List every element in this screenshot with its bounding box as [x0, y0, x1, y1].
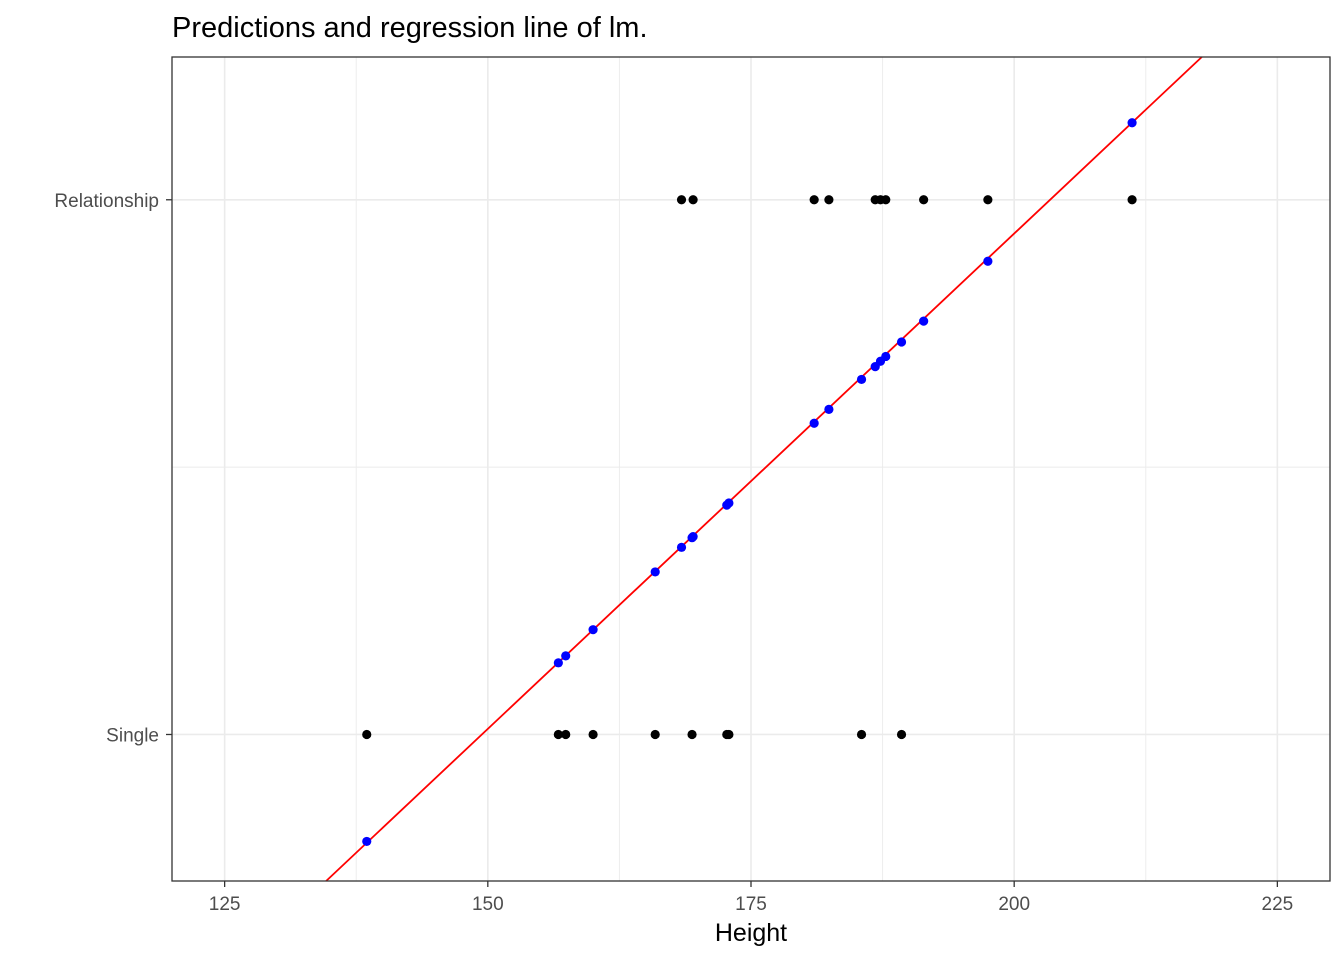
predicted-point — [724, 498, 734, 508]
chart-title: Predictions and regression line of lm. — [172, 12, 648, 44]
observed-point — [824, 195, 834, 205]
predicted-point — [676, 542, 687, 552]
predicted-point — [1127, 118, 1137, 128]
observed-point — [896, 729, 907, 740]
observed-point — [881, 195, 891, 205]
observed-point — [919, 195, 929, 205]
grid-lines — [172, 57, 1330, 881]
observed-point — [1127, 195, 1137, 205]
observed-point — [687, 729, 697, 740]
observed-point — [809, 195, 819, 205]
x-tick-label: 175 — [735, 894, 767, 915]
y-tick-label: Single — [106, 725, 159, 746]
predicted-point — [362, 836, 372, 847]
predicted-points — [362, 118, 1137, 847]
x-axis-ticks: 125 150 175 200 225 — [209, 881, 1293, 915]
observed-point — [688, 195, 698, 205]
x-tick-label: 150 — [472, 894, 504, 915]
regression-line — [325, 56, 1203, 882]
observed-point — [856, 729, 867, 740]
predicted-point — [588, 625, 598, 635]
predicted-point — [824, 404, 834, 414]
observed-point — [724, 729, 734, 740]
predicted-point — [881, 351, 891, 362]
x-axis-title: Height — [715, 919, 787, 947]
predicted-point — [983, 256, 993, 266]
y-tick-label: Relationship — [54, 191, 159, 212]
predicted-point — [856, 374, 867, 385]
predicted-point — [561, 651, 571, 661]
y-axis-ticks: Single Relationship — [54, 191, 172, 746]
predicted-point — [919, 316, 929, 326]
predicted-point — [809, 418, 819, 428]
predicted-point — [650, 567, 660, 577]
observed-point — [553, 729, 563, 740]
predicted-point — [688, 532, 698, 542]
observed-point — [650, 729, 660, 740]
observed-points — [362, 195, 1137, 740]
predicted-point — [553, 658, 563, 668]
observed-point — [983, 195, 993, 205]
x-tick-label: 200 — [998, 894, 1030, 915]
x-tick-label: 125 — [209, 894, 241, 915]
x-tick-label: 225 — [1262, 894, 1294, 915]
predicted-point — [896, 337, 907, 347]
observed-point — [588, 729, 598, 740]
observed-point — [362, 729, 372, 740]
observed-point — [676, 195, 687, 205]
regression-line-layer — [325, 56, 1203, 882]
observed-point — [561, 729, 571, 740]
